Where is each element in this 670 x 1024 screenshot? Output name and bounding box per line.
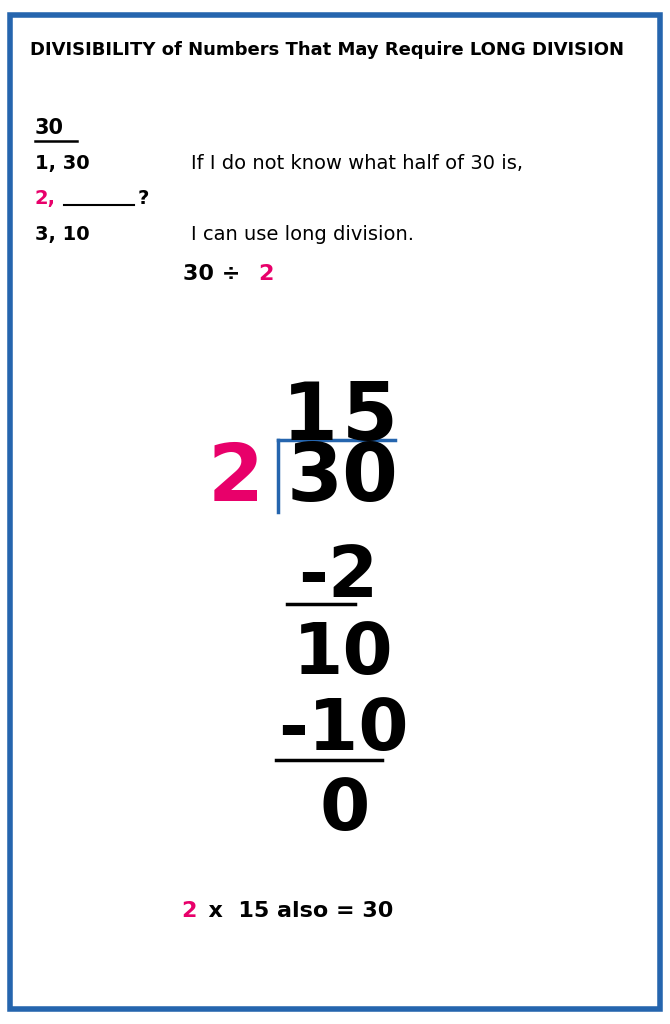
Text: 5: 5 [342,379,398,457]
Text: 30: 30 [287,440,399,518]
Text: 30 ÷: 30 ÷ [183,264,248,285]
Text: -10: -10 [278,696,409,765]
Text: 2: 2 [208,440,264,518]
Text: ?: ? [137,189,149,209]
Text: -2: -2 [298,543,379,611]
Text: I can use long division.: I can use long division. [191,225,414,245]
Text: DIVISIBILITY of Numbers That May Require LONG DIVISION: DIVISIBILITY of Numbers That May Require… [30,41,624,59]
Text: 2: 2 [258,264,273,285]
Text: 10: 10 [293,620,393,688]
Text: x  15 also = 30: x 15 also = 30 [193,901,393,922]
Text: 1, 30: 1, 30 [35,154,90,173]
Text: If I do not know what half of 30 is,: If I do not know what half of 30 is, [191,154,523,173]
FancyBboxPatch shape [10,15,660,1009]
Text: 1: 1 [281,379,338,457]
Text: 30: 30 [35,118,64,138]
Text: 0: 0 [320,776,370,845]
Text: 3, 10: 3, 10 [35,225,90,245]
Text: 2: 2 [181,901,196,922]
Text: 2,: 2, [35,189,56,209]
